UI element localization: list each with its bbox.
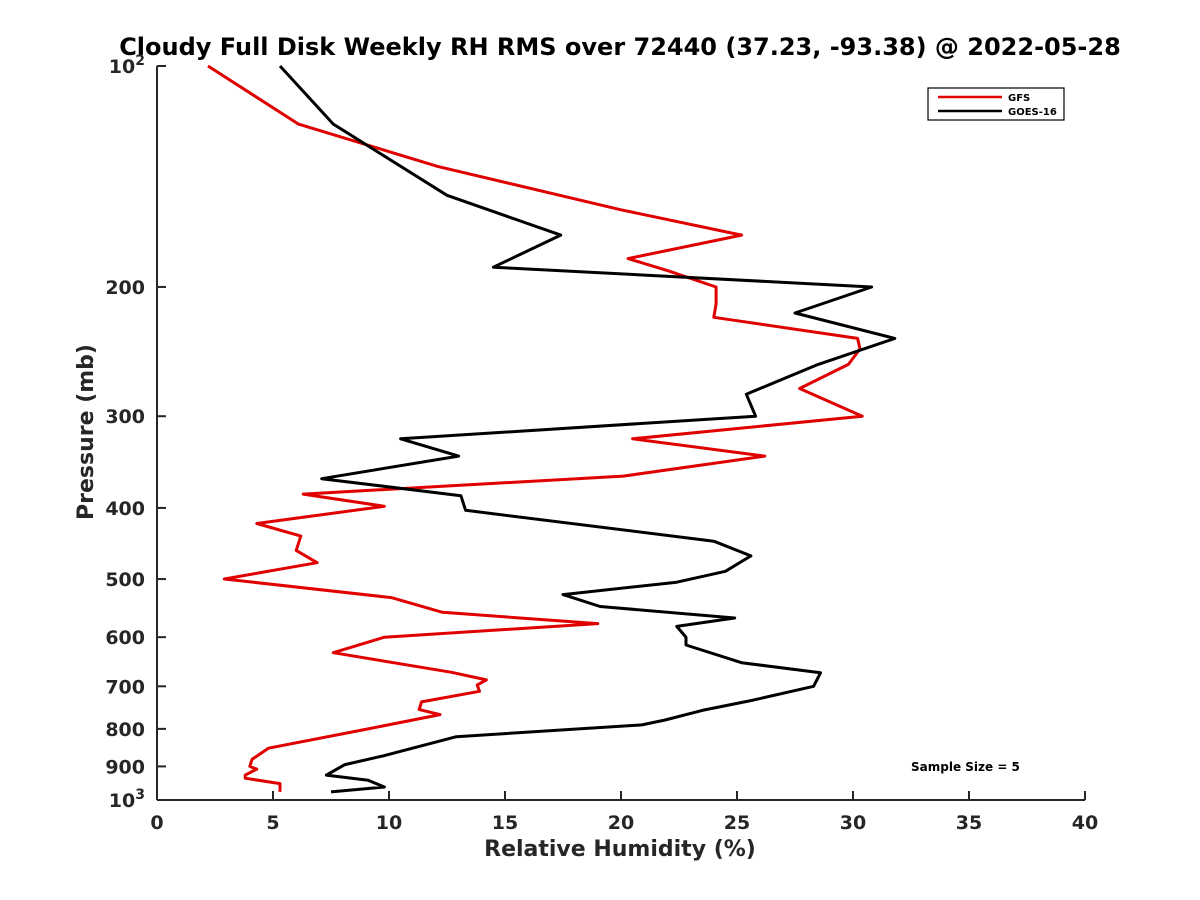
y-tick-label: 102 <box>109 53 145 78</box>
y-axis-label: Pressure (mb) <box>74 344 99 520</box>
x-tick-label: 20 <box>608 812 634 834</box>
legend: GFS GOES-16 <box>927 87 1065 121</box>
sample-size-annotation: Sample Size = 5 <box>911 760 1020 774</box>
x-tick-label: 30 <box>840 812 866 834</box>
plot-area: 0 5 10 15 20 25 30 35 40 102 200 300 400 500 600 700 800… <box>105 53 1098 834</box>
legend-box <box>927 87 1065 121</box>
x-tick-label: 5 <box>266 812 279 834</box>
x-tick-label: 25 <box>724 812 750 834</box>
y-tick-label: 900 <box>105 756 145 778</box>
y-tick-label: 600 <box>105 627 145 649</box>
series-layer <box>207 64 897 794</box>
axes-layer: 0 5 10 15 20 25 30 35 40 102 200 300 400 500 600 700 800… <box>105 53 1098 834</box>
y-tick-label: 300 <box>105 406 145 428</box>
legend-entry-gfs: GFS <box>1008 93 1030 104</box>
x-axis-label: Relative Humidity (%) <box>484 837 756 862</box>
y-tick-label: 700 <box>105 676 145 698</box>
x-tick-label: 0 <box>150 812 163 834</box>
y-tick-label: 400 <box>105 498 145 520</box>
x-tick-label: 40 <box>1072 812 1098 834</box>
legend-entry-goes16: GOES-16 <box>1008 107 1057 118</box>
y-tick-label: 800 <box>105 719 145 741</box>
series-line-gfs <box>207 64 864 792</box>
chart-title: Cloudy Full Disk Weekly RH RMS over 7244… <box>119 33 1121 61</box>
x-tick-label: 35 <box>956 812 982 834</box>
y-tick-label: 500 <box>105 569 145 591</box>
y-tick-label: 200 <box>105 277 145 299</box>
x-tick-label: 10 <box>376 812 402 834</box>
x-tick-label: 15 <box>492 812 518 834</box>
series-line-goes16 <box>278 64 897 794</box>
